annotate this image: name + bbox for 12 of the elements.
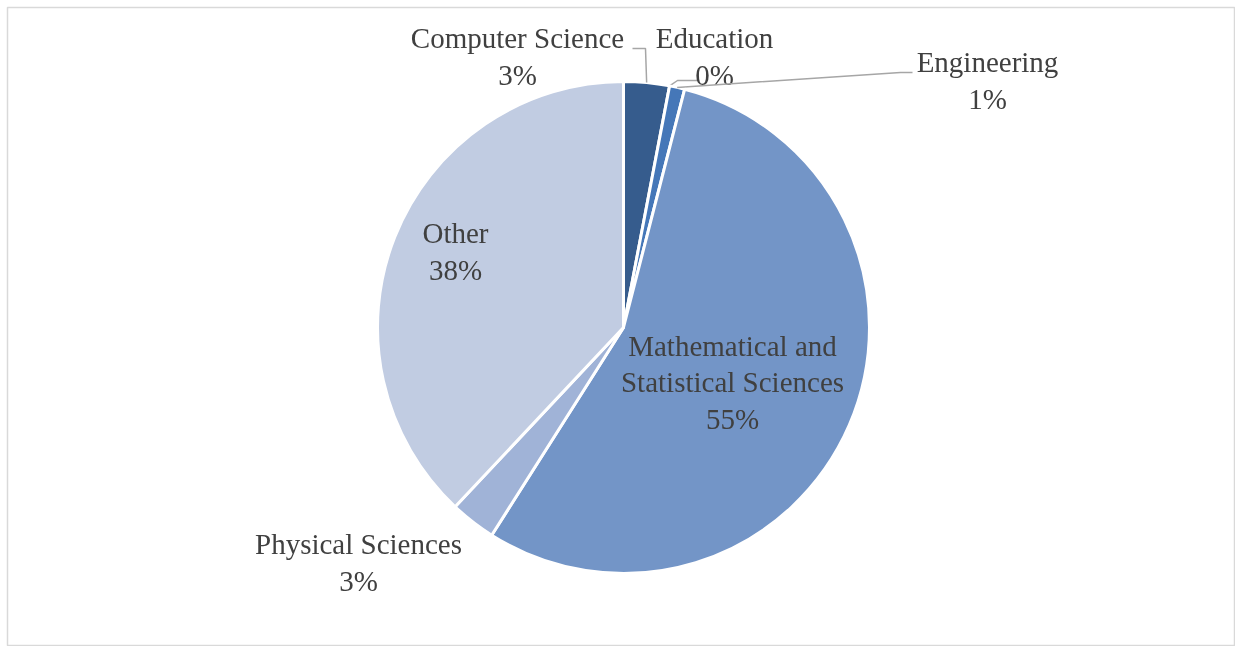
slice-label: Mathematical and Statistical Sciences (620, 329, 845, 399)
data-label: 3% (339, 564, 378, 597)
slice-label: Computer Science (410, 22, 625, 55)
slice-label: Engineering (916, 46, 1059, 79)
text: 0% (695, 58, 734, 91)
category-label: Education (655, 22, 774, 55)
data-label: 3% (498, 58, 537, 91)
data-label: 1% (968, 82, 1007, 115)
data-label: 38% (428, 253, 483, 286)
slice-label: Other (422, 217, 489, 250)
slice-label: Physical Sciences (255, 528, 462, 561)
data-label: 55% (705, 403, 760, 436)
